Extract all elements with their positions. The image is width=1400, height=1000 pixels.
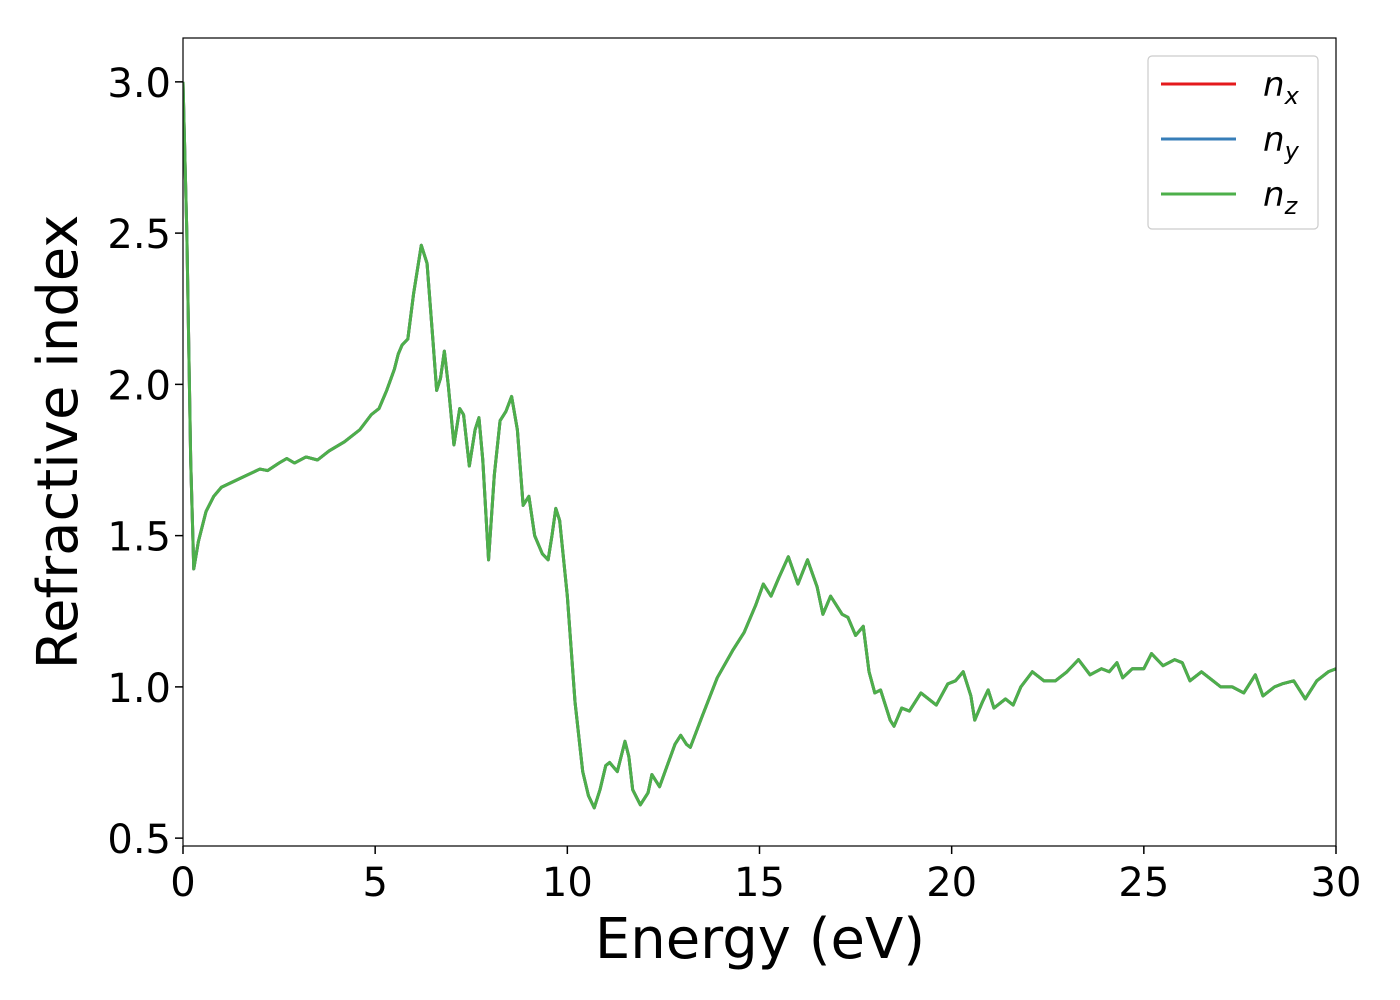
x-tick-label: 5: [362, 860, 387, 906]
series-line: [183, 81, 1336, 810]
y-tick-label: 1.5: [107, 515, 171, 561]
y-tick-label: 2.0: [107, 363, 171, 409]
x-tick-label: 10: [542, 860, 593, 906]
y-tick-label: 1.0: [107, 666, 171, 712]
legend-label: nx: [1263, 65, 1300, 110]
x-tick-label: 0: [170, 860, 195, 906]
y-axis-label: Refractive index: [26, 215, 91, 670]
x-tick-label: 30: [1311, 860, 1362, 906]
x-axis-label: Energy (eV): [595, 907, 925, 972]
x-tick-label: 15: [734, 860, 785, 906]
x-tick-label: 20: [926, 860, 977, 906]
y-tick-label: 2.5: [107, 212, 171, 258]
legend-label: nz: [1263, 175, 1299, 220]
plot-frame: [182, 37, 1337, 847]
y-tick-label: 0.5: [107, 817, 171, 863]
legend-box: [1147, 55, 1319, 230]
legend-label: ny: [1263, 120, 1300, 165]
x-tick-label: 25: [1118, 860, 1169, 906]
y-tick-label: 3.0: [107, 61, 171, 107]
plot-area: [183, 81, 1336, 810]
